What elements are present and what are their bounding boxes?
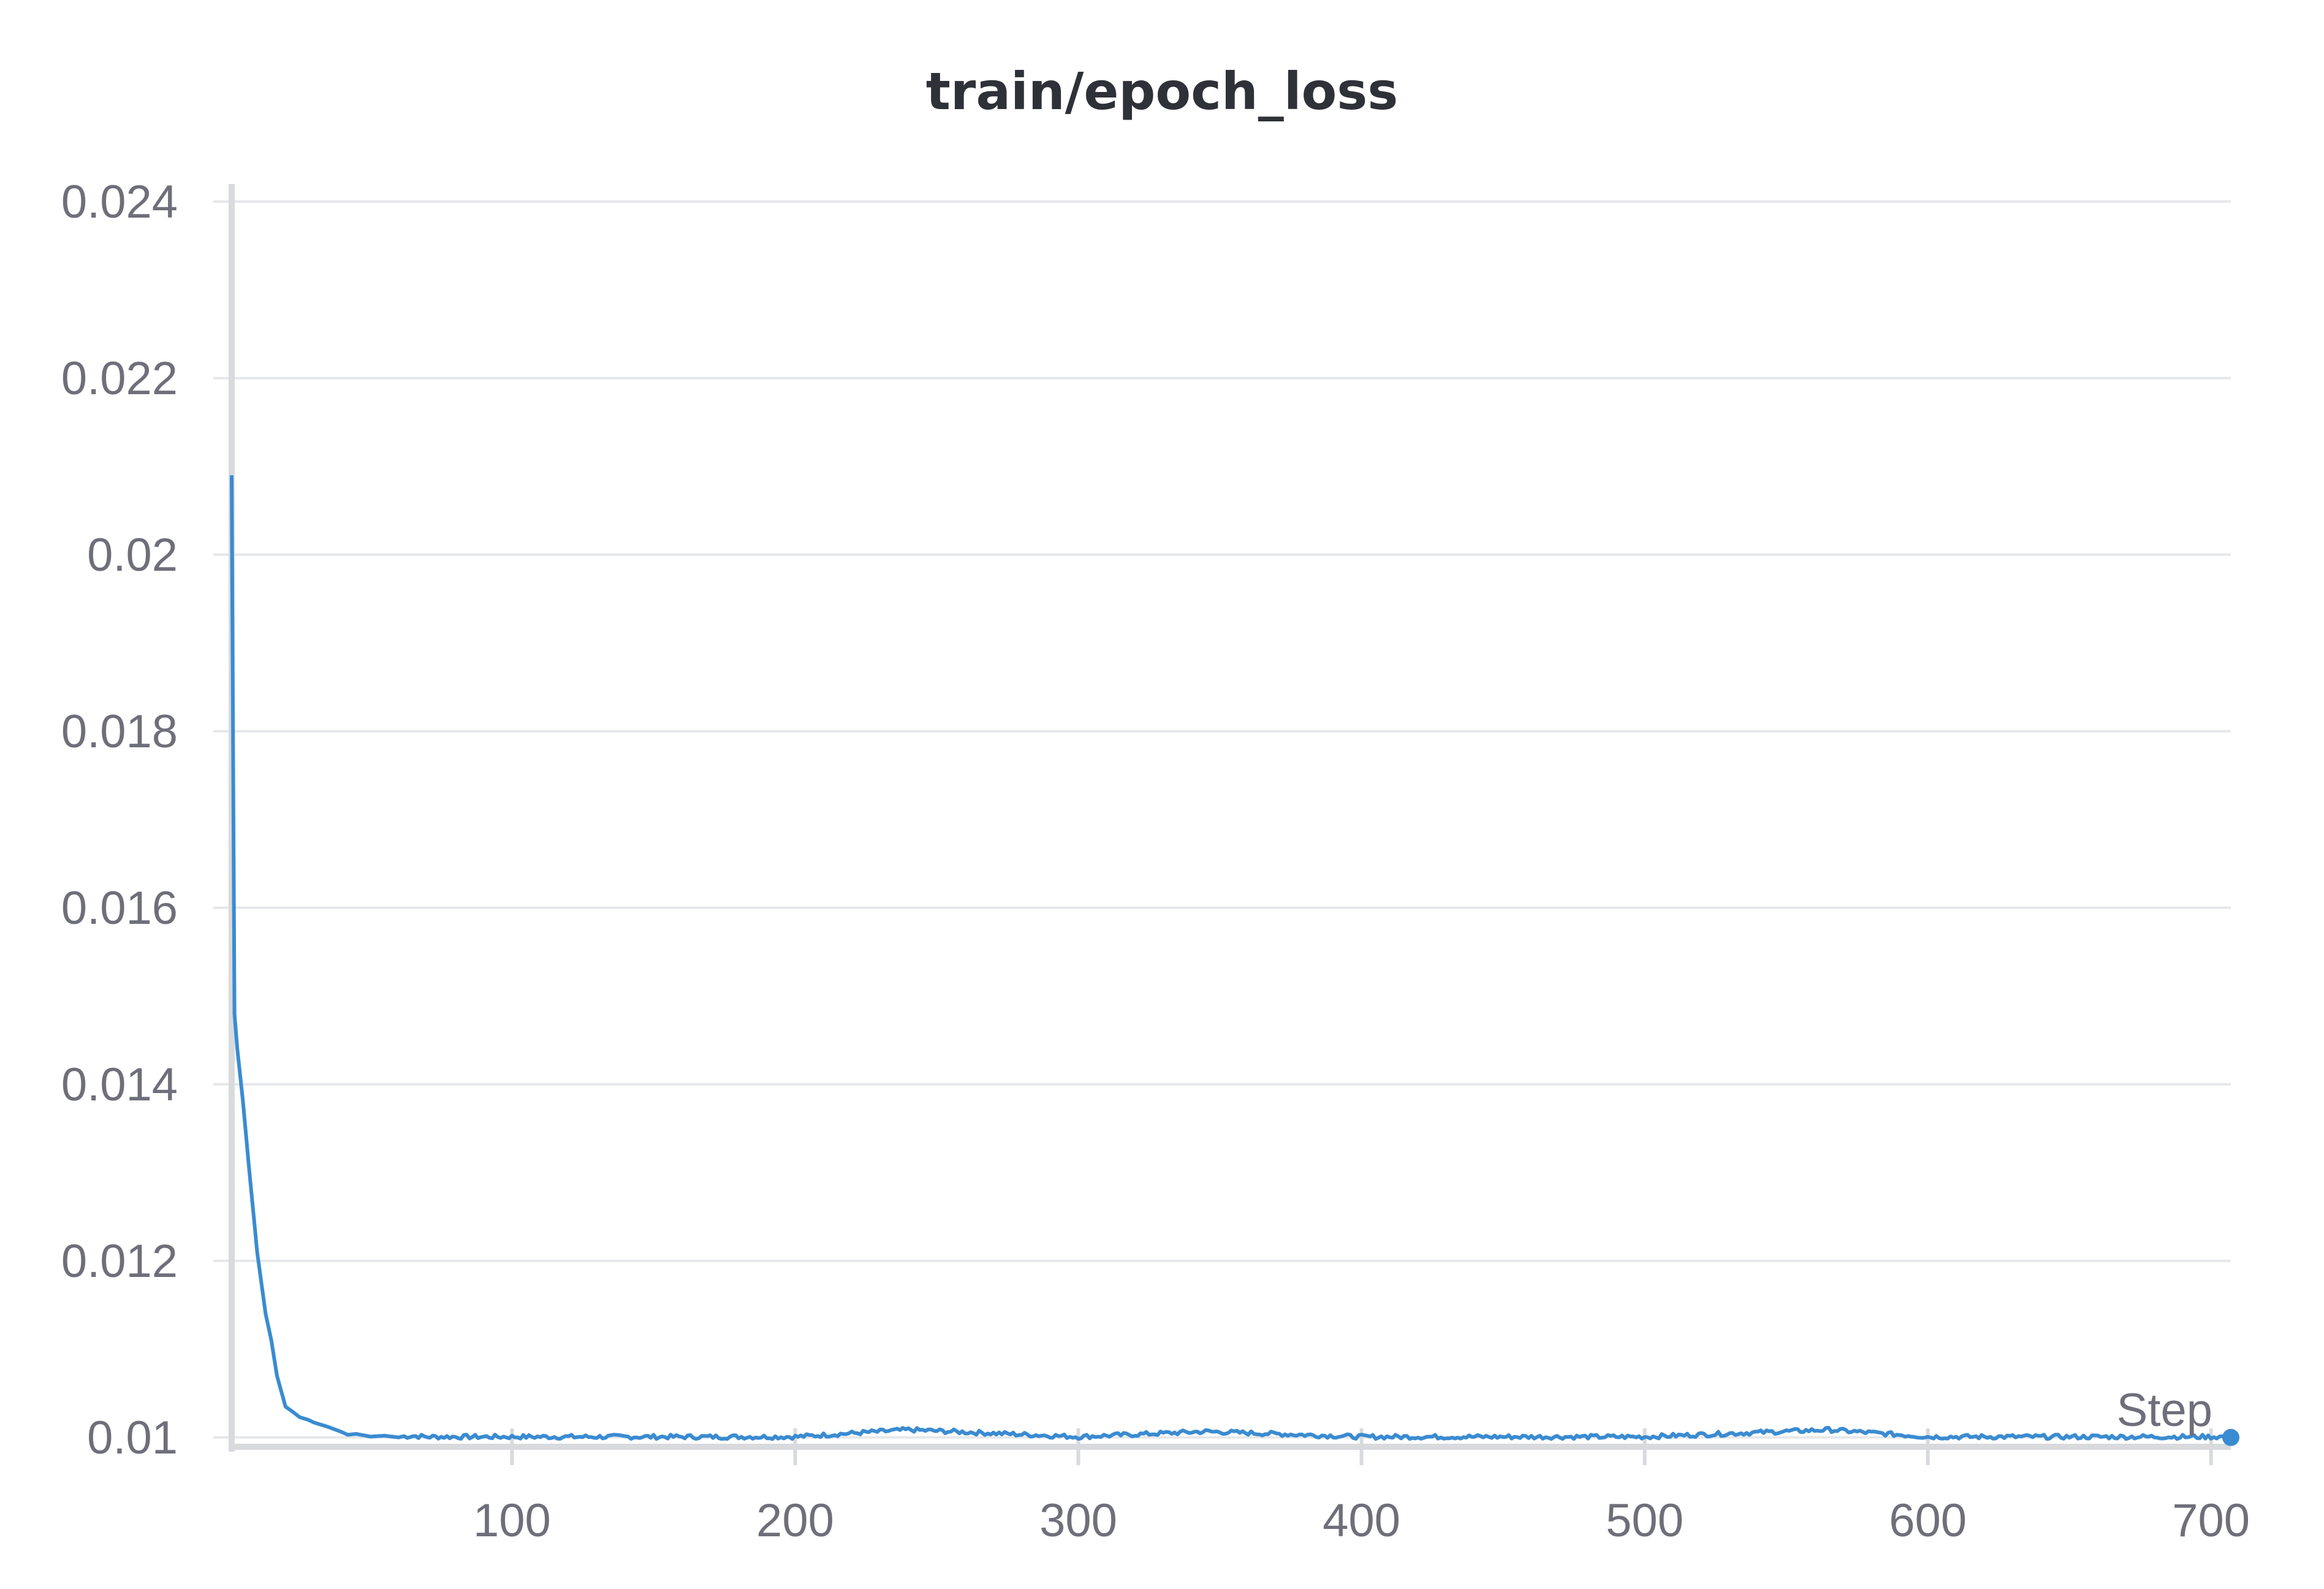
y-tick-label: 0.022 [61, 352, 178, 405]
grid-lines [213, 200, 2231, 1439]
y-tick-label: 0.016 [61, 882, 178, 934]
series-layer [230, 475, 2239, 1446]
tick-labels: 0.01 0.012 0.014 0.016 0.018 0.02 0.022 0.024 10… [61, 176, 2250, 1547]
x-tick-label: 600 [1889, 1495, 1967, 1547]
series-line [230, 475, 2232, 1441]
y-tick-label: 0.012 [61, 1235, 178, 1287]
x-tick-label: 200 [756, 1495, 834, 1547]
x-tick-label: 300 [1039, 1495, 1117, 1547]
x-axis-label: Step [2117, 1384, 2212, 1436]
y-tick-label: 0.01 [87, 1412, 178, 1464]
x-tick-label: 400 [1323, 1495, 1400, 1547]
x-tick-label: 500 [1606, 1495, 1684, 1547]
chart-title: train/epoch_loss [925, 61, 1399, 121]
x-tick-label: 700 [2172, 1495, 2250, 1547]
y-tick-label: 0.024 [61, 176, 178, 228]
series-end-point [2222, 1428, 2239, 1446]
y-tick-label: 0.018 [61, 706, 178, 758]
x-tick-label: 100 [473, 1495, 551, 1547]
y-tick-label: 0.02 [87, 529, 178, 581]
y-tick-label: 0.014 [61, 1059, 178, 1111]
axes [229, 184, 2231, 1465]
